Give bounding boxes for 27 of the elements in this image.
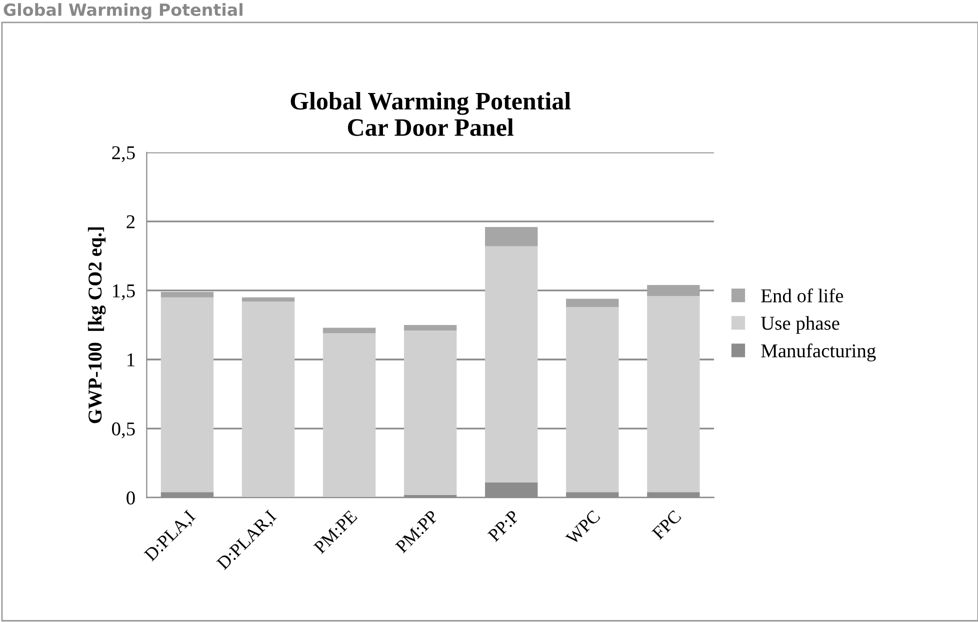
bar — [566, 307, 619, 492]
bar — [160, 297, 214, 492]
legend-label: Use phase — [761, 316, 840, 334]
bar — [404, 330, 457, 495]
bar — [322, 333, 376, 498]
y-tick-label: 1,5 — [112, 284, 135, 300]
x-tick-label: FPC — [651, 510, 682, 540]
y-axis-title: GWP-100 [kg CO2 eq.] — [88, 227, 106, 424]
y-tick-label: 0,5 — [112, 422, 135, 438]
bar — [242, 302, 295, 498]
bar — [242, 297, 295, 302]
legend-label: Manufacturing — [761, 344, 876, 362]
y-tick-label: 2 — [126, 215, 135, 228]
chart-title: Global Warming Potential Car Door Panel — [290, 92, 571, 136]
text: Global Warming Potential — [4, 3, 242, 20]
y-tick-label: 2,5 — [112, 146, 135, 162]
y-tick-label: 0 — [126, 491, 135, 505]
bar — [485, 226, 538, 246]
bar — [647, 296, 700, 492]
y-tick-label: 1 — [128, 353, 134, 366]
legend-label: End of life — [761, 288, 844, 302]
bar — [485, 246, 538, 482]
bar — [404, 324, 457, 331]
bar — [322, 328, 376, 334]
bar — [160, 292, 214, 298]
bar — [647, 284, 700, 296]
bar — [566, 298, 619, 308]
